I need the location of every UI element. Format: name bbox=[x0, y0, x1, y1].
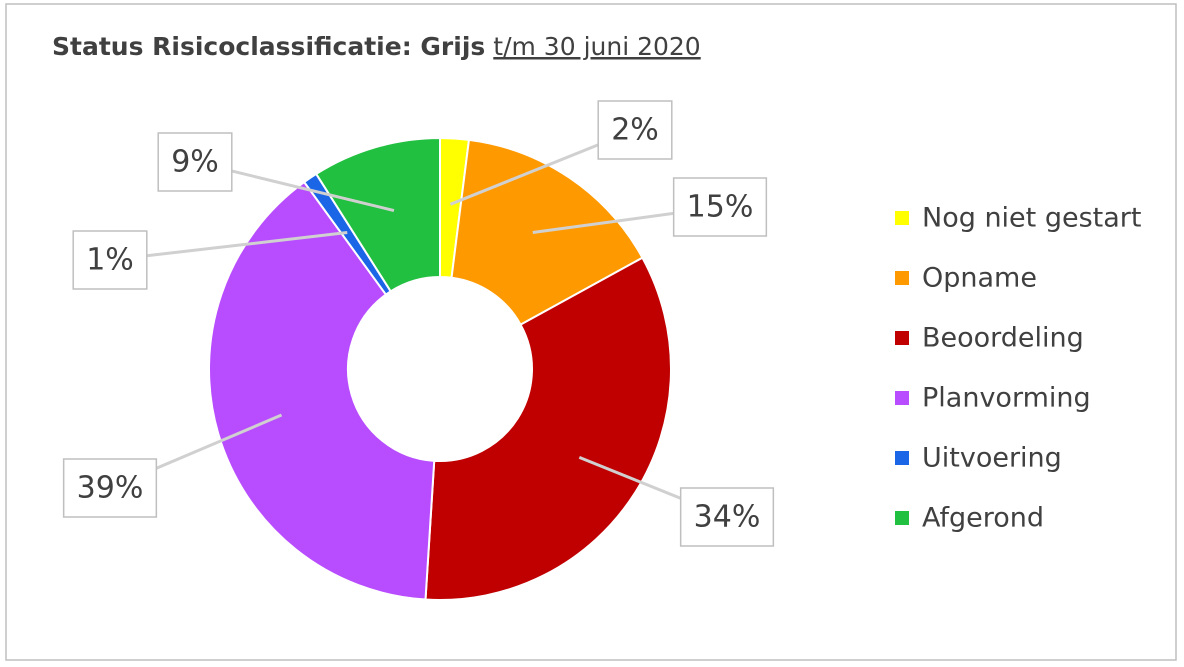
legend-label: Beoordeling bbox=[922, 323, 1084, 354]
data-label: 34% bbox=[694, 500, 761, 535]
legend-swatch bbox=[895, 391, 909, 405]
data-label-box bbox=[597, 100, 673, 160]
leader-line bbox=[109, 231, 348, 262]
legend-swatch bbox=[895, 511, 909, 525]
chart-subtitle: t/m 30 juni 2020 bbox=[493, 32, 700, 61]
data-label-box bbox=[157, 132, 233, 192]
legend-swatch bbox=[895, 331, 909, 345]
legend-label: Opname bbox=[922, 263, 1037, 294]
legend-label: Nog niet gestart bbox=[922, 203, 1141, 234]
legend-label: Planvorming bbox=[922, 383, 1091, 414]
legend-swatch bbox=[895, 211, 909, 225]
data-label: 9% bbox=[171, 145, 219, 180]
data-label-box bbox=[62, 458, 158, 518]
data-label: 2% bbox=[611, 113, 659, 148]
data-label: 39% bbox=[77, 471, 144, 506]
legend-swatch bbox=[895, 451, 909, 465]
legend-label: Uitvoering bbox=[922, 443, 1062, 474]
data-label-box bbox=[679, 487, 775, 547]
chart-title: Status Risicoclassificatie: Grijs bbox=[52, 32, 485, 61]
data-label: 1% bbox=[86, 243, 134, 278]
donut-slice bbox=[424, 256, 672, 601]
donut-slice bbox=[208, 180, 436, 601]
chart-title-group: Status Risicoclassificatie: Grijs t/m 30 … bbox=[52, 32, 701, 61]
data-label: 15% bbox=[687, 190, 754, 225]
legend-swatch bbox=[895, 271, 909, 285]
legend-label: Afgerond bbox=[922, 503, 1044, 534]
data-label-box bbox=[672, 177, 768, 237]
donut-slice bbox=[314, 136, 441, 293]
data-label-box bbox=[72, 230, 148, 290]
